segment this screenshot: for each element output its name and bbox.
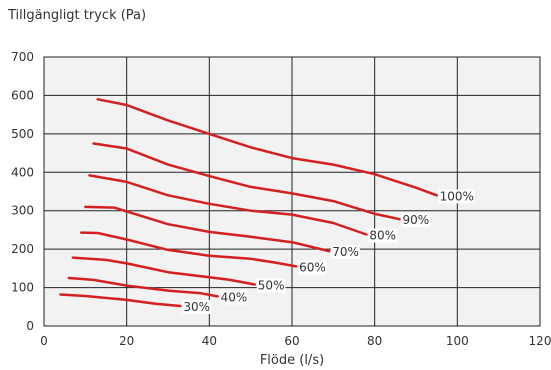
x-tick-label: 0 bbox=[40, 334, 48, 348]
series-label-background bbox=[401, 213, 431, 228]
x-axis-title: Flöde (l/s) bbox=[260, 353, 324, 368]
x-tick-label: 80 bbox=[367, 334, 382, 348]
series-line bbox=[92, 142, 401, 221]
x-tick-label: 120 bbox=[529, 334, 551, 348]
y-axis-ticks: 0 100 200 300 400 500 600 700 bbox=[11, 50, 34, 333]
series-line bbox=[88, 174, 368, 236]
series-label-background bbox=[219, 290, 249, 305]
series-label: 80% bbox=[369, 229, 396, 243]
x-tick-label: 100 bbox=[446, 334, 469, 348]
series-label: 40% bbox=[221, 290, 248, 304]
series-line bbox=[71, 256, 257, 286]
series-label-background bbox=[368, 228, 398, 243]
series-line bbox=[59, 293, 182, 308]
series-group: 100% 90% 80% 70% 60% 50% 40% 30% bbox=[59, 98, 475, 315]
y-axis-title: Tillgängligt tryck (Pa) bbox=[8, 8, 147, 23]
series-label-background bbox=[182, 300, 212, 315]
series-line bbox=[79, 231, 298, 268]
series-label-background bbox=[256, 278, 286, 293]
series-line bbox=[96, 98, 438, 197]
y-tick-label: 600 bbox=[11, 88, 34, 102]
series-label: 30% bbox=[183, 300, 210, 314]
y-tick-label: 100 bbox=[11, 281, 34, 295]
series-label: 60% bbox=[299, 260, 326, 274]
series-label-background bbox=[331, 245, 360, 260]
y-tick-label: 400 bbox=[11, 165, 34, 179]
series-line bbox=[67, 276, 219, 298]
series-label-background bbox=[438, 189, 475, 204]
x-tick-label: 20 bbox=[119, 334, 134, 348]
y-tick-label: 200 bbox=[11, 242, 34, 256]
series-label: 100% bbox=[440, 189, 474, 203]
series-label: 70% bbox=[332, 245, 359, 259]
series-line bbox=[84, 205, 331, 253]
series-label: 90% bbox=[402, 213, 429, 227]
x-axis-ticks: 0 20 40 60 80 100 120 bbox=[40, 334, 551, 348]
y-tick-label: 0 bbox=[26, 319, 34, 333]
y-tick-label: 700 bbox=[11, 50, 34, 64]
series-label-background bbox=[298, 260, 327, 275]
series-label: 50% bbox=[258, 278, 285, 292]
x-tick-label: 40 bbox=[202, 334, 217, 348]
y-tick-label: 500 bbox=[11, 127, 34, 141]
x-tick-label: 60 bbox=[284, 334, 299, 348]
y-tick-label: 300 bbox=[11, 204, 34, 218]
